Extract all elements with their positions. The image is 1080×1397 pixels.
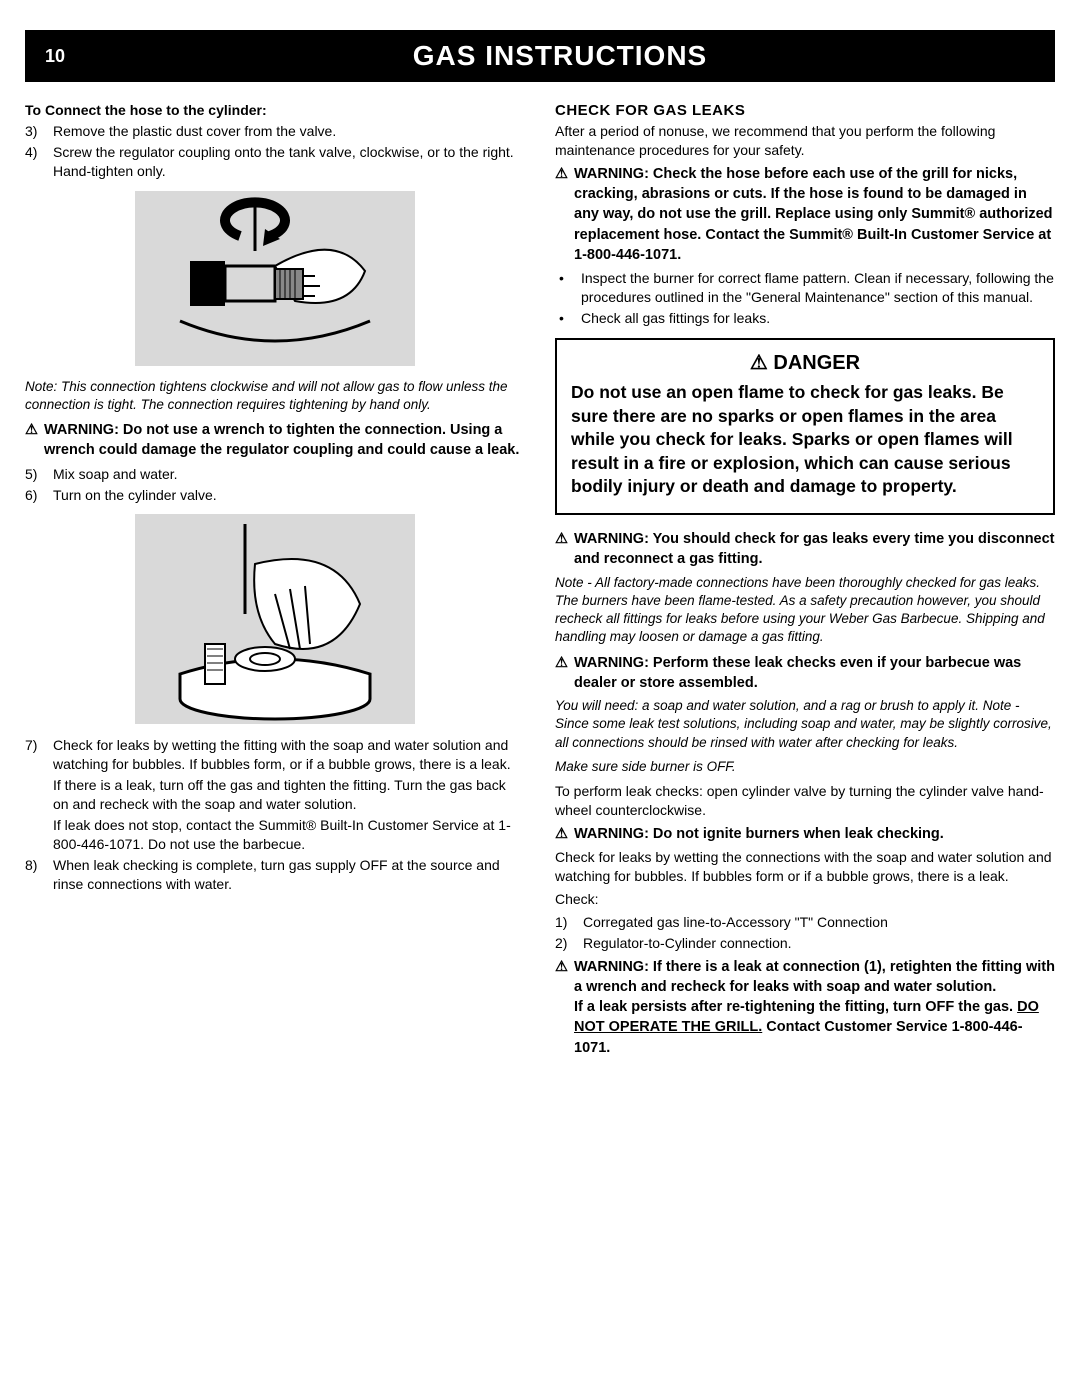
check-item-1: 1) Corregated gas line-to-Accessory "T" … <box>555 913 1055 932</box>
danger-body: Do not use an open flame to check for ga… <box>571 381 1039 499</box>
header-bar: 10 GAS INSTRUCTIONS <box>25 30 1055 82</box>
warning-icon: ⚠ <box>555 653 568 694</box>
bullet-check-fittings: Check all gas fittings for leaks. <box>555 309 1055 328</box>
note-factory: Note - All factory-made connections have… <box>555 574 1055 647</box>
warning-icon: ⚠ <box>25 420 38 461</box>
danger-title: ⚠ DANGER <box>571 350 1039 375</box>
bullet-inspect-burner: Inspect the burner for correct flame pat… <box>555 269 1055 307</box>
warning-leak-connection-1: ⚠ WARNING: If there is a leak at connect… <box>555 957 1055 1058</box>
warning-dealer-assembled: ⚠ WARNING: Perform these leak checks eve… <box>555 653 1055 694</box>
connect-title: To Connect the hose to the cylinder: <box>25 102 525 118</box>
warning-icon: ⚠ <box>555 164 568 265</box>
check-for-leaks-body: Check for leaks by wetting the connectio… <box>555 848 1055 886</box>
page-title: GAS INSTRUCTIONS <box>85 40 1035 72</box>
step-7c: If leak does not stop, contact the Summi… <box>25 816 525 854</box>
left-column: To Connect the hose to the cylinder: 3) … <box>25 102 525 1062</box>
figure-regulator-coupling <box>135 191 415 366</box>
note-tighten: Note: This connection tightens clockwise… <box>25 378 525 414</box>
warning-icon: ⚠ <box>750 352 768 374</box>
step-7: 7) Check for leaks by wetting the fittin… <box>25 736 525 774</box>
check-item-2: 2) Regulator-to-Cylinder connection. <box>555 934 1055 953</box>
step-3: 3) Remove the plastic dust cover from th… <box>25 122 525 141</box>
warning-icon: ⚠ <box>555 529 568 570</box>
warning-icon: ⚠ <box>555 824 568 844</box>
danger-box: ⚠ DANGER Do not use an open flame to che… <box>555 338 1055 515</box>
figure-cylinder-valve <box>135 514 415 724</box>
warning-every-time: ⚠ WARNING: You should check for gas leak… <box>555 529 1055 570</box>
step-6: 6) Turn on the cylinder valve. <box>25 486 525 505</box>
perform-leak-checks: To perform leak checks: open cylinder va… <box>555 782 1055 820</box>
right-column: CHECK FOR GAS LEAKS After a period of no… <box>555 102 1055 1062</box>
step-8: 8) When leak checking is complete, turn … <box>25 856 525 894</box>
step-5: 5) Mix soap and water. <box>25 465 525 484</box>
check-intro: After a period of nonuse, we recommend t… <box>555 122 1055 160</box>
maintenance-bullets: Inspect the burner for correct flame pat… <box>555 269 1055 328</box>
columns: To Connect the hose to the cylinder: 3) … <box>25 102 1055 1062</box>
warning-hose: ⚠ WARNING: Check the hose before each us… <box>555 164 1055 265</box>
note-side-burner: Make sure side burner is OFF. <box>555 758 1055 776</box>
check-leaks-heading: CHECK FOR GAS LEAKS <box>555 102 1055 119</box>
step-7b: If there is a leak, turn off the gas and… <box>25 776 525 814</box>
page-number: 10 <box>45 46 85 67</box>
page: 10 GAS INSTRUCTIONS To Connect the hose … <box>0 0 1080 1092</box>
step-4: 4) Screw the regulator coupling onto the… <box>25 143 525 181</box>
warning-do-not-ignite: ⚠ WARNING: Do not ignite burners when le… <box>555 824 1055 844</box>
note-you-will-need: You will need: a soap and water solution… <box>555 697 1055 752</box>
warning-wrench: ⚠ WARNING: Do not use a wrench to tighte… <box>25 420 525 461</box>
warning-icon: ⚠ <box>555 957 568 1058</box>
check-label: Check: <box>555 890 1055 909</box>
